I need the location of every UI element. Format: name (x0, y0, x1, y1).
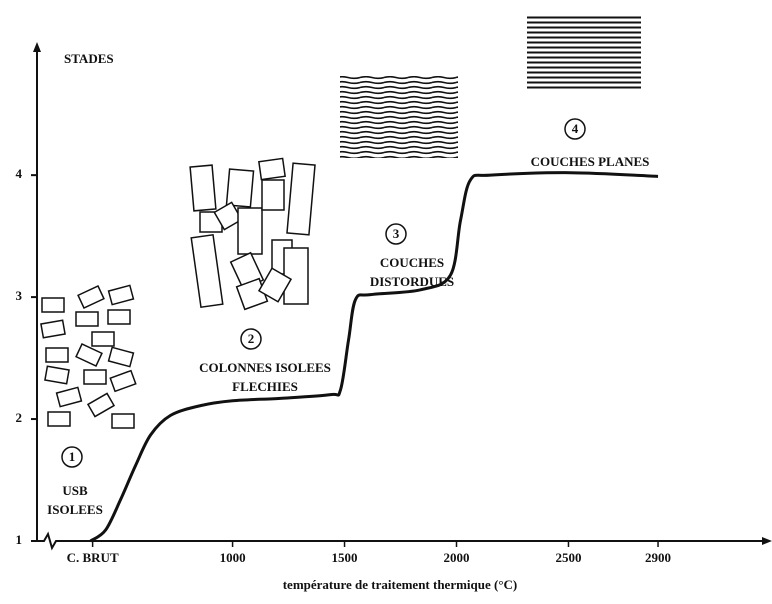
stage-label: COLONNES ISOLEES (199, 360, 331, 375)
curve (89, 171, 659, 543)
illustrations (40, 14, 641, 429)
x-tick-label: C. BRUT (67, 550, 119, 565)
y-axis-title: STADES (64, 51, 114, 66)
stage-label: COUCHES (380, 255, 444, 270)
x-tick-label: 1500 (332, 550, 358, 565)
stage-number: 2 (248, 331, 255, 346)
x-axis-title: température de traitement thermique (°C) (283, 577, 518, 592)
y-axis-arrow (33, 42, 41, 52)
y-tick-label: 4 (16, 166, 23, 181)
columns-icon (189, 157, 316, 311)
isolated-units-icon (40, 284, 137, 429)
y-tick-label: 1 (16, 532, 23, 547)
stage-circle (240, 328, 262, 350)
y-tick-label: 3 (16, 288, 23, 303)
x-axis-arrow (762, 537, 772, 545)
distorted-layers-icon (340, 76, 458, 158)
stage-circle (385, 223, 407, 245)
stage-circle (564, 118, 586, 140)
stage-circle (61, 446, 83, 468)
stage-label: COUCHES PLANES (531, 154, 650, 169)
stage-label: DISTORDUES (370, 274, 454, 289)
x-tick-label: 2900 (645, 550, 671, 565)
stage-label: ISOLEES (47, 502, 103, 517)
stage-label: USB (62, 483, 88, 498)
x-tick-label: 2000 (444, 550, 470, 565)
stage-label: FLECHIES (232, 379, 298, 394)
flat-layers-icon (527, 14, 641, 90)
stage-number: 4 (572, 121, 579, 136)
x-tick-label: 2500 (555, 550, 581, 565)
stage-number: 1 (69, 449, 76, 464)
y-tick-label: 2 (16, 410, 23, 425)
x-axis (37, 531, 768, 551)
x-tick-label: 1000 (220, 550, 246, 565)
stage-number: 3 (393, 226, 400, 241)
